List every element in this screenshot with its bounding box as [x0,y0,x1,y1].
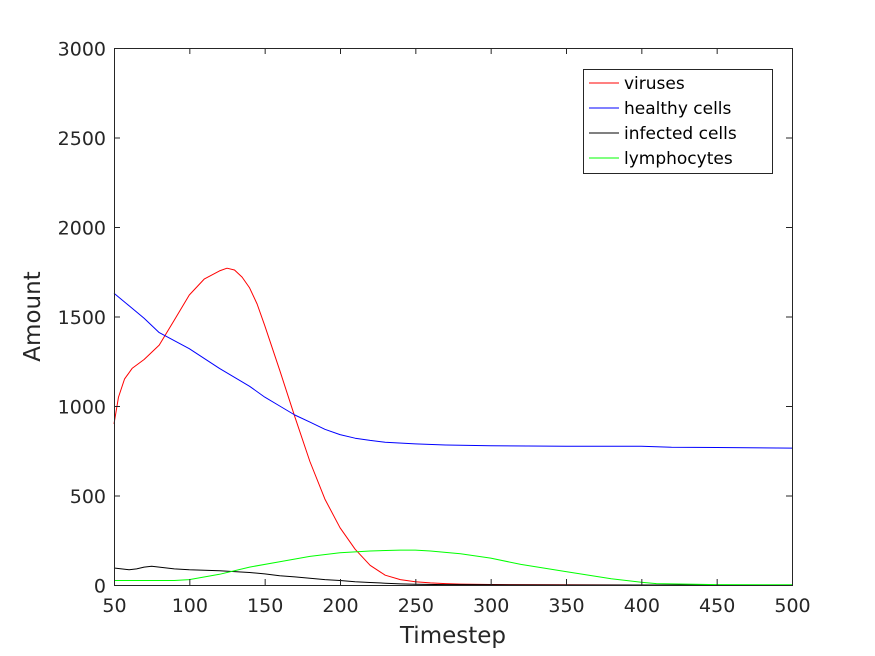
x-axis: 50 100 150 200 250 300 350 400 450 500 [102,48,811,617]
legend-entry: infected cells [624,124,737,144]
series-line-infected-cells [113,565,792,586]
x-tick-label: 150 [247,595,283,617]
series-line-viruses [113,267,792,586]
y-tick-label: 500 [70,486,106,508]
y-tick-label: 2000 [58,218,106,240]
y-tick-label: 2500 [58,128,106,150]
x-axis-label: Timestep [399,623,506,649]
y-axis-label: Amount [20,271,46,361]
y-tick-label: 0 [94,576,106,598]
series-layer [113,267,793,586]
x-tick-label: 500 [774,595,810,617]
legend-box [583,69,773,174]
y-axis: 0 500 1000 1500 2000 2500 3000 [58,39,792,598]
series-line-healthy-cells [113,292,793,449]
legend-entry: healthy cells [624,99,732,119]
x-tick-label: 200 [322,595,358,617]
legend: viruses healthy cells infected cells lympho… [583,69,773,174]
y-tick-label: 1500 [58,307,106,329]
y-tick-label: 3000 [58,39,106,61]
x-tick-label: 250 [398,595,434,617]
legend-entry: viruses [624,74,685,94]
series-line-lymphocytes [114,549,793,586]
x-tick-label: 50 [102,595,126,617]
x-tick-label: 100 [172,595,208,617]
x-tick-label: 350 [548,595,584,617]
y-tick-label: 1000 [58,397,106,419]
x-tick-label: 450 [699,595,735,617]
x-tick-label: 400 [624,595,660,617]
x-tick-label: 300 [473,595,509,617]
legend-entry: lymphocytes [624,149,733,169]
